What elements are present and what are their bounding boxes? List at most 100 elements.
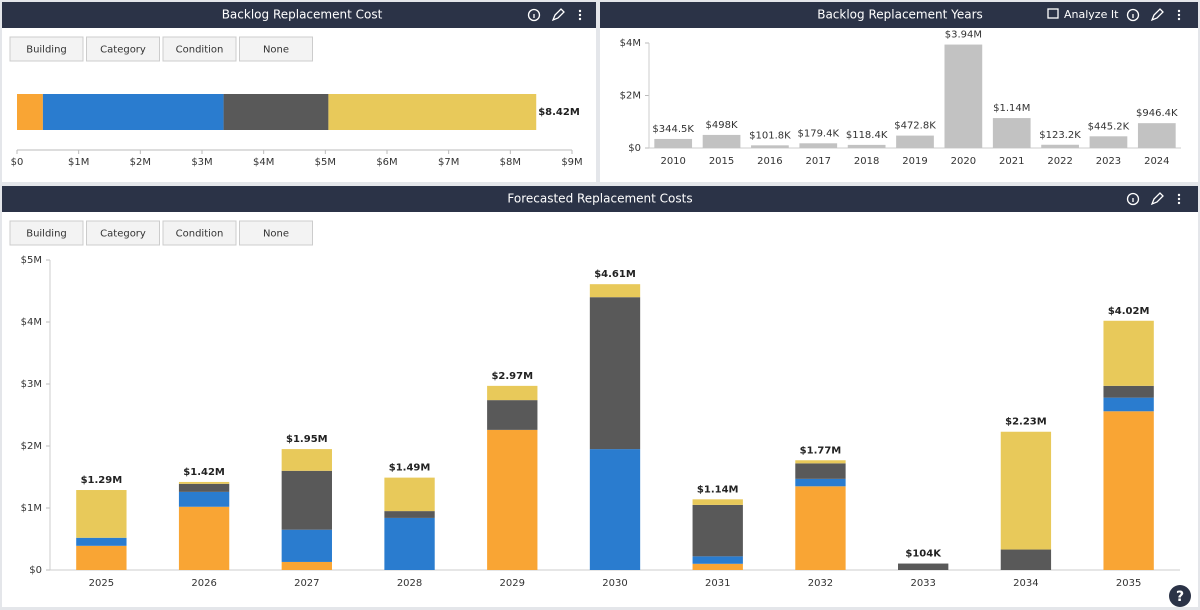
total-label: $104K [905,549,942,560]
y-tick-label: $0 [29,565,42,576]
bar-segment [1103,320,1154,386]
bar-segment [178,483,230,492]
menu-icon [578,17,582,21]
edit-button[interactable] [1150,8,1164,22]
bar-segment [76,545,127,570]
bar-segment [178,481,230,484]
bar-segment [384,477,435,512]
value-label: $344.5K [652,124,694,135]
y-tick-label: $2M [620,91,641,102]
filter-button-box [86,36,160,62]
help-icon [1169,585,1191,607]
bar [751,145,789,148]
x-tick-label: 2010 [660,156,685,167]
filter-button-label: Building [26,229,67,240]
edit-button[interactable] [1150,192,1164,206]
filter-button[interactable]: None [239,220,313,246]
filter-button-box [86,220,160,246]
filter-button[interactable]: Category [86,220,160,246]
bar-segment [328,94,537,130]
bar-segment [178,506,230,570]
filter-button[interactable]: Condition [162,220,237,246]
value-label: $101.8K [749,130,791,141]
x-tick-label: 2022 [1047,156,1072,167]
filter-button-label: None [263,45,289,56]
panel-title: Backlog Replacement Years [817,8,983,22]
filter-button[interactable]: Building [9,36,84,62]
x-tick-label: 2016 [757,156,782,167]
menu-button[interactable] [1177,9,1181,21]
filter-button[interactable]: None [239,36,313,62]
info-button[interactable] [1126,192,1140,206]
total-label: $1.77M [800,445,842,456]
edit-button[interactable] [551,8,565,22]
bar [896,135,934,148]
info-button[interactable] [1126,8,1140,22]
filter-button-box [9,36,84,62]
menu-button[interactable] [1177,193,1181,205]
value-label: $445.2K [1088,121,1130,132]
bar-segment [692,563,743,570]
filter-button-label: Condition [176,229,224,240]
bar-segment [281,529,332,562]
bar-segment [1000,549,1052,570]
panel-header [2,186,1198,212]
value-label: $946.4K [1136,108,1178,119]
x-tick-label: 2033 [910,578,935,589]
bar-segment [281,470,332,530]
bar-segment [795,460,846,464]
value-label: $3.94M [945,30,982,41]
y-tick-label: $4M [620,38,641,49]
x-tick-label: $6M [376,157,397,168]
bar-segment [898,563,949,570]
bar-segment [178,491,230,507]
x-tick-label: 2019 [902,156,927,167]
edit-icon [551,8,565,22]
total-label: $1.42M [183,467,225,478]
info-icon [1126,8,1140,22]
menu-icon [1177,13,1181,17]
menu-button[interactable] [578,9,582,21]
value-label: $118.4K [846,130,888,141]
x-tick-label: 2024 [1144,156,1169,167]
filter-button[interactable]: Building [9,220,84,246]
value-label: $1.14M [993,103,1030,114]
filter-button[interactable]: Category [86,36,160,62]
value-label: $123.2K [1039,130,1081,141]
analyze-button[interactable]: Analyze It [1047,8,1119,21]
menu-icon [578,9,582,13]
bar-segment [795,463,846,479]
x-tick-label: 2021 [999,156,1024,167]
filter-button-label: Category [100,229,146,240]
bar-segment [692,499,743,505]
info-icon [527,8,541,22]
x-tick-label: 2020 [951,156,976,167]
filter-button-label: Condition [176,45,224,56]
info-button[interactable] [527,8,541,22]
help-button[interactable]: ? [1169,585,1191,607]
filter-button-box [239,36,313,62]
bar-segment [281,561,332,570]
x-tick-label: $1M [68,157,89,168]
bar-segment [1103,385,1154,398]
bar-segment [76,490,127,538]
bar [944,44,983,149]
bar-segment [487,429,538,570]
x-tick-label: $2M [130,157,151,168]
bar-segment [692,504,743,557]
analyze-label: Analyze It [1064,8,1119,21]
y-tick-label: $4M [21,317,42,328]
bar [799,143,838,148]
y-tick-label: $0 [628,143,641,154]
total-label: $1.95M [286,434,328,445]
value-label: $179.4K [797,128,839,139]
bar [1041,144,1079,148]
bar-segment [795,478,846,487]
bar-segment [795,486,846,570]
x-tick-label: 2034 [1013,578,1038,589]
x-tick-label: $7M [438,157,459,168]
menu-icon [1177,193,1181,197]
bar-segment [223,94,329,130]
filter-button[interactable]: Condition [162,36,237,62]
